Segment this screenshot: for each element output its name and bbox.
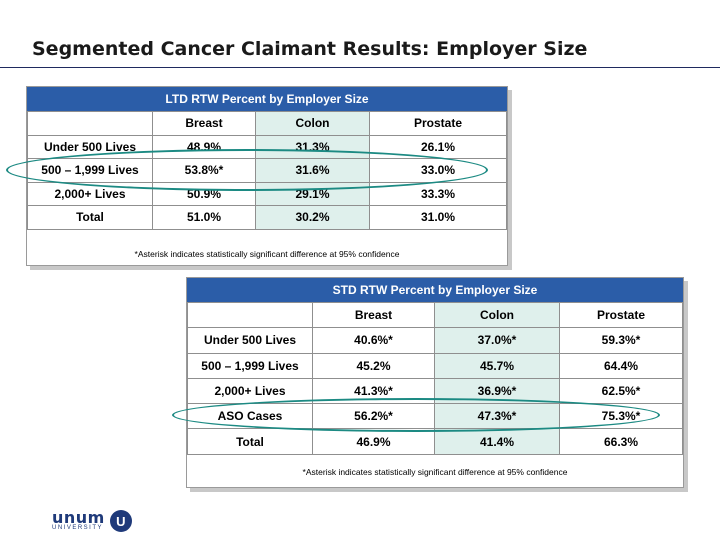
std-col-breast: Breast [313,303,435,328]
ltd-header-row: Breast Colon Prostate [28,112,507,136]
row-label: Total [28,206,153,230]
breast-cell: 51.0% [153,206,256,230]
colon-cell: 37.0%* [435,328,560,353]
table-row: Total 51.0% 30.2% 31.0% [28,206,507,230]
std-table-header: STD RTW Percent by Employer Size [187,278,683,302]
std-row-highlight-ellipse [172,398,660,432]
table-row: 500 – 1,999 Lives 45.2% 45.7% 64.4% [188,353,683,378]
ltd-col-breast: Breast [153,112,256,136]
std-col-prostate: Prostate [560,303,683,328]
std-table-panel: STD RTW Percent by Employer Size Breast … [186,277,684,488]
title-divider [0,67,720,68]
std-corner-cell [188,303,313,328]
prostate-cell: 66.3% [560,429,683,454]
logo-wordmark: unum [52,511,105,525]
ltd-col-prostate: Prostate [370,112,507,136]
std-footnote: *Asterisk indicates statistically signif… [187,455,683,477]
prostate-cell: 62.5%* [560,378,683,403]
std-header-row: Breast Colon Prostate [188,303,683,328]
ltd-footnote: *Asterisk indicates statistically signif… [27,230,507,259]
ltd-table-header: LTD RTW Percent by Employer Size [27,87,507,111]
slide-title: Segmented Cancer Claimant Results: Emplo… [32,38,587,60]
prostate-cell: 64.4% [560,353,683,378]
table-row: Under 500 Lives 40.6%* 37.0%* 59.3%* [188,328,683,353]
prostate-cell: 31.0% [370,206,507,230]
table-row: Total 46.9% 41.4% 66.3% [188,429,683,454]
unum-university-logo: unum UNIVERSITY U [52,510,132,532]
ltd-row-highlight-ellipse [6,149,488,191]
ltd-corner-cell [28,112,153,136]
std-col-colon: Colon [435,303,560,328]
colon-cell: 41.4% [435,429,560,454]
logo-subtitle: UNIVERSITY [52,525,105,532]
row-label: Total [188,429,313,454]
row-label: Under 500 Lives [188,328,313,353]
logo-badge-icon: U [110,510,132,532]
prostate-cell: 59.3%* [560,328,683,353]
breast-cell: 45.2% [313,353,435,378]
row-label: 500 – 1,999 Lives [188,353,313,378]
breast-cell: 40.6%* [313,328,435,353]
colon-cell: 30.2% [256,206,370,230]
ltd-col-colon: Colon [256,112,370,136]
breast-cell: 46.9% [313,429,435,454]
colon-cell: 45.7% [435,353,560,378]
